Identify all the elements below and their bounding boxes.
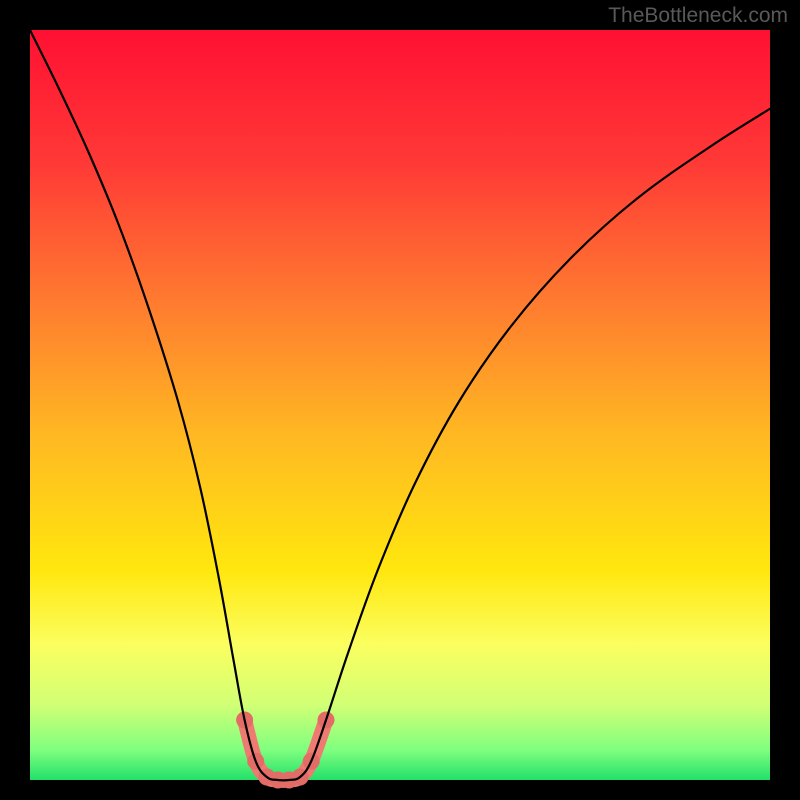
plot-background bbox=[30, 30, 770, 780]
attribution-text: TheBottleneck.com bbox=[608, 4, 788, 28]
chart-root: TheBottleneck.com bbox=[0, 0, 800, 800]
bottleneck-chart bbox=[0, 0, 800, 800]
